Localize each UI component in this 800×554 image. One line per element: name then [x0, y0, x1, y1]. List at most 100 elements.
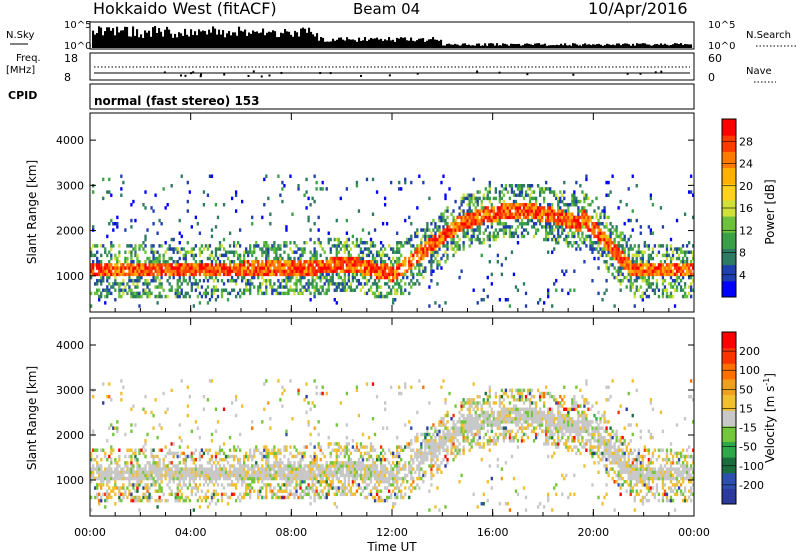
- power-cell: [132, 294, 135, 299]
- power-cell: [659, 266, 663, 270]
- noise-bar: [202, 30, 205, 48]
- power-cell: [317, 269, 320, 273]
- velocity-cell: [293, 464, 296, 468]
- power-cell: [534, 196, 538, 201]
- power-cell: [589, 228, 592, 232]
- velocity-cell: [253, 448, 256, 452]
- power-cell: [283, 269, 286, 273]
- power-cell: [557, 206, 560, 210]
- velocity-cell: [144, 470, 147, 474]
- power-cell: [174, 259, 177, 264]
- power-colorbar-label: Power [dB]: [763, 179, 777, 244]
- power-cell: [583, 199, 586, 204]
- freq-dot: [572, 73, 575, 76]
- power-cell: [687, 285, 691, 289]
- velocity-cell: [196, 486, 200, 490]
- velocity-cell: [234, 498, 238, 503]
- power-cell: [490, 221, 493, 226]
- power-cell: [112, 244, 115, 248]
- power-cell: [188, 190, 191, 194]
- power-cell: [208, 244, 212, 248]
- velocity-cell: [275, 461, 278, 465]
- power-cell: [625, 266, 628, 270]
- power-cell: [470, 228, 473, 232]
- power-cell: [512, 215, 516, 220]
- power-cell: [611, 174, 614, 178]
- velocity-cell: [170, 388, 173, 393]
- power-cell: [647, 285, 651, 289]
- velocity-cell: [166, 483, 169, 487]
- power-cell: [257, 285, 260, 289]
- power-cell: [492, 218, 495, 223]
- power-cell: [434, 237, 437, 242]
- power-cell: [589, 237, 592, 242]
- power-cell: [404, 180, 407, 185]
- colorbar-tick-label: 16: [739, 202, 753, 215]
- power-cell: [325, 263, 328, 267]
- power-cell: [637, 247, 640, 251]
- power-cell: [627, 259, 630, 264]
- power-cell: [557, 234, 560, 239]
- power-cell: [359, 282, 363, 286]
- velocity-cell: [208, 448, 212, 452]
- power-cell: [500, 209, 504, 213]
- power-cell: [373, 259, 377, 264]
- velocity-cell: [100, 495, 103, 500]
- power-cell: [116, 269, 119, 273]
- power-cell: [283, 272, 286, 277]
- power-cell: [317, 288, 320, 292]
- velocity-cell: [303, 454, 306, 459]
- power-cell: [502, 187, 506, 191]
- power-cell: [347, 263, 351, 267]
- power-cell: [617, 259, 620, 264]
- velocity-cell: [174, 473, 177, 478]
- power-cell: [466, 209, 469, 213]
- velocity-cell: [299, 457, 302, 462]
- power-cell: [329, 282, 332, 286]
- velocity-cell: [96, 464, 99, 468]
- colorbar-segment: [722, 183, 736, 201]
- power-cell: [339, 269, 342, 273]
- power-cell: [641, 259, 644, 264]
- power-cell: [593, 240, 596, 245]
- power-cell: [492, 206, 495, 210]
- power-cell: [243, 275, 246, 280]
- velocity-cell: [263, 476, 266, 481]
- power-cell: [621, 263, 624, 267]
- velocity-cell: [106, 495, 109, 500]
- velocity-cell: [261, 464, 264, 468]
- noise-bar: [348, 39, 351, 48]
- velocity-cell: [327, 476, 330, 481]
- velocity-cell: [96, 454, 99, 459]
- noise-bar: [520, 45, 523, 48]
- velocity-cell: [188, 470, 191, 474]
- power-cell: [530, 190, 534, 194]
- velocity-cell: [148, 498, 151, 503]
- velocity-cell: [120, 398, 123, 402]
- power-cell: [381, 259, 385, 264]
- power-cell: [150, 278, 153, 283]
- noise-bar: [416, 40, 419, 48]
- power-cell: [468, 221, 471, 226]
- power-cell: [321, 263, 324, 267]
- power-cell: [180, 291, 183, 296]
- velocity-cell: [247, 483, 250, 487]
- power-cell: [118, 253, 121, 258]
- power-cell: [255, 259, 258, 264]
- velocity-cell: [319, 473, 322, 478]
- power-cell: [303, 288, 306, 292]
- velocity-cell: [188, 498, 191, 503]
- power-cell: [551, 203, 554, 207]
- noise-bar: [522, 45, 525, 48]
- power-cell: [522, 203, 526, 207]
- velocity-cell: [168, 448, 171, 452]
- power-cell: [263, 269, 266, 273]
- power-cell: [238, 253, 242, 258]
- power-cell: [593, 234, 596, 239]
- power-cell: [597, 218, 600, 223]
- velocity-cell: [198, 470, 202, 474]
- power-cell: [528, 212, 532, 216]
- power-cell: [625, 263, 628, 267]
- power-cell: [432, 240, 435, 245]
- velocity-cell: [238, 498, 242, 503]
